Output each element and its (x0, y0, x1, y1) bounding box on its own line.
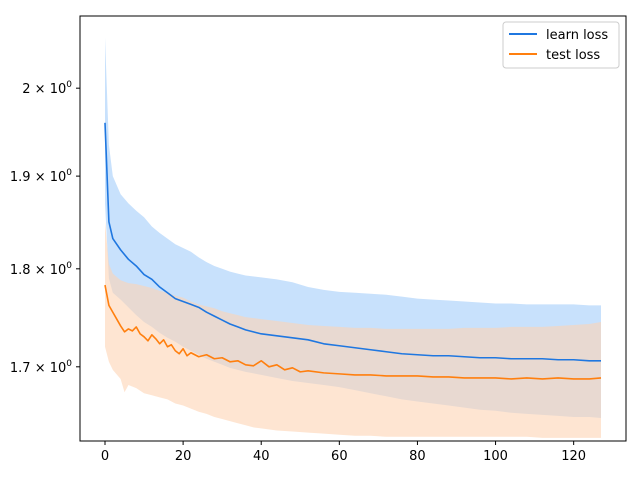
y-tick-label: 1.8 × 100 (10, 261, 72, 278)
legend-label: learn loss (546, 28, 608, 43)
x-tick-label: 80 (409, 449, 426, 464)
x-tick-label: 120 (561, 449, 586, 464)
x-tick-label: 20 (175, 449, 192, 464)
x-tick-label: 0 (101, 449, 109, 464)
series-lines (104, 122, 602, 380)
y-tick-label: 1.9 × 100 (10, 168, 72, 185)
x-tick-label: 100 (483, 449, 508, 464)
y-axis-ticks: 1.7 × 100 1.8 × 100 1.9 × 100 2 × 100 (10, 80, 80, 376)
line-test-loss (104, 284, 602, 380)
x-axis-ticks: 0 20 40 60 80 100 120 (101, 441, 586, 464)
legend-label: test loss (546, 48, 600, 63)
x-tick-label: 40 (253, 449, 270, 464)
legend: learn loss test loss (502, 21, 620, 69)
y-tick-label: 2 × 100 (22, 80, 72, 97)
band-test-loss (105, 221, 601, 438)
y-tick-label: 1.7 × 100 (10, 359, 72, 376)
plot-frame (79, 15, 627, 442)
x-tick-label: 60 (331, 449, 348, 464)
line-learn-loss (104, 122, 601, 362)
